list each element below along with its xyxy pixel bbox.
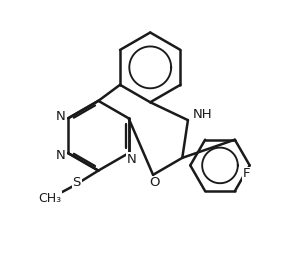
Text: N: N bbox=[56, 149, 66, 162]
Text: N: N bbox=[56, 110, 66, 123]
Text: S: S bbox=[72, 176, 81, 189]
Text: NH: NH bbox=[192, 108, 212, 121]
Text: CH₃: CH₃ bbox=[39, 192, 62, 205]
Text: O: O bbox=[150, 176, 160, 189]
Text: N: N bbox=[127, 153, 136, 166]
Text: F: F bbox=[243, 167, 251, 181]
